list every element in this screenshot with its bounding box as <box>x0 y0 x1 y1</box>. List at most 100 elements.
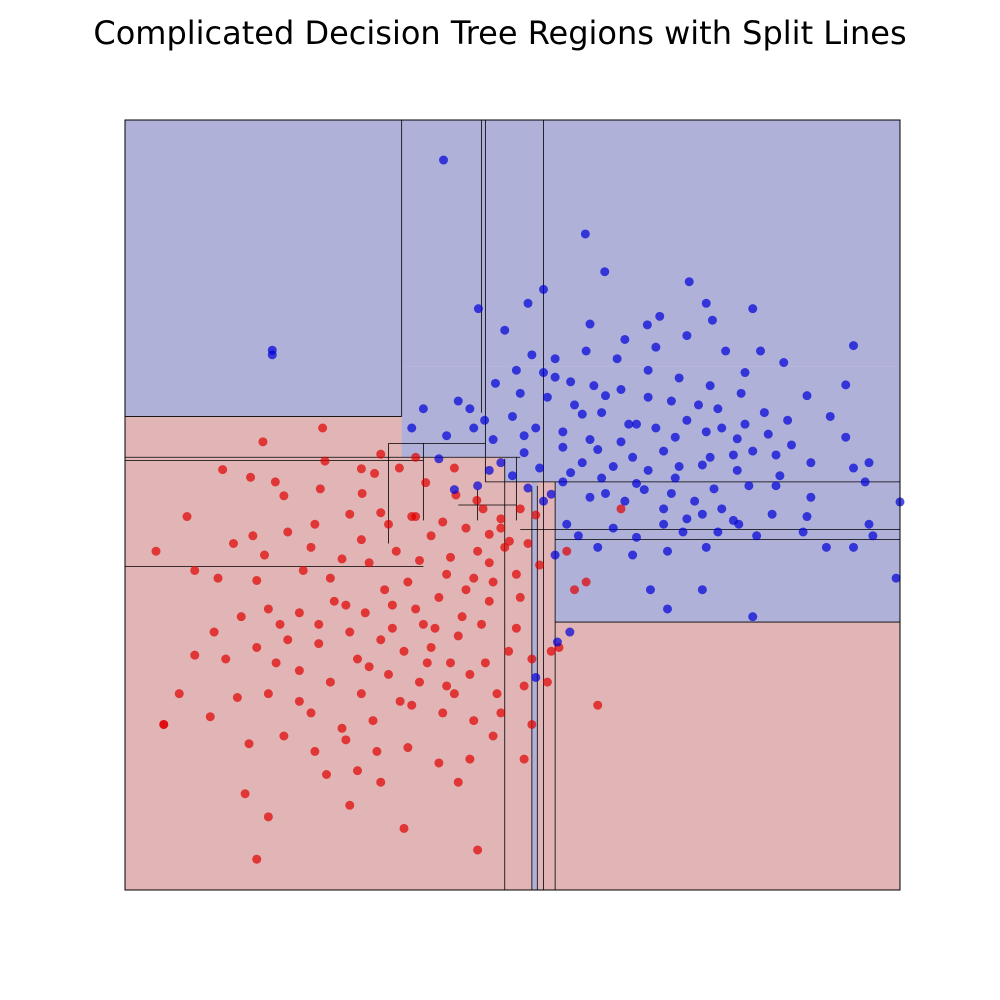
point-class-1-28 <box>558 442 568 452</box>
point-class-1-0 <box>439 155 449 165</box>
point-class-0-42 <box>535 560 545 570</box>
point-class-1-79 <box>860 477 870 487</box>
point-class-1-152 <box>868 531 878 541</box>
point-class-1-119 <box>717 423 727 433</box>
point-class-0-94 <box>240 789 250 799</box>
point-class-0-29 <box>151 546 161 556</box>
point-class-1-108 <box>674 462 684 471</box>
point-class-1-47 <box>802 512 812 522</box>
point-class-1-36 <box>670 473 680 483</box>
point-class-0-154 <box>271 658 281 668</box>
point-class-1-71 <box>779 358 789 368</box>
point-class-0-109 <box>376 449 386 459</box>
point-class-1-127 <box>639 485 649 495</box>
point-class-1-43 <box>659 504 669 514</box>
point-class-0-118 <box>515 592 525 602</box>
point-class-0-51 <box>294 608 304 618</box>
point-class-0-39 <box>473 546 483 556</box>
point-class-0-98 <box>252 854 262 864</box>
point-class-1-134 <box>620 334 630 344</box>
point-class-0-63 <box>426 642 436 652</box>
point-class-1-31 <box>473 481 483 491</box>
point-class-0-52 <box>263 604 273 614</box>
point-class-1-12 <box>601 391 610 401</box>
point-class-0-125 <box>542 677 552 687</box>
point-class-1-83 <box>527 350 537 360</box>
point-class-0-38 <box>446 552 455 562</box>
point-class-0-2 <box>246 472 256 482</box>
point-class-1-100 <box>713 404 723 414</box>
point-class-0-86 <box>372 746 382 756</box>
point-class-1-4 <box>523 298 533 308</box>
point-class-0-103 <box>438 708 448 718</box>
point-class-0-113 <box>306 542 316 552</box>
point-class-0-81 <box>205 712 215 722</box>
point-class-1-138 <box>453 396 463 406</box>
point-class-1-146 <box>632 532 641 542</box>
point-class-1-90 <box>736 388 746 398</box>
point-class-0-143 <box>275 619 285 629</box>
point-class-1-15 <box>701 427 711 437</box>
chart-title: Complicated Decision Tree Regions with S… <box>93 14 907 52</box>
point-class-0-6 <box>356 464 366 474</box>
point-class-0-61 <box>376 635 386 645</box>
point-class-1-116 <box>643 392 653 402</box>
point-class-1-33 <box>558 477 568 487</box>
point-class-0-69 <box>492 689 502 699</box>
point-class-1-37 <box>709 484 719 494</box>
point-class-0-82 <box>244 739 254 749</box>
point-class-1-121 <box>469 423 479 433</box>
point-class-0-24 <box>310 519 320 529</box>
point-class-0-40 <box>500 542 510 552</box>
point-class-1-23 <box>732 465 742 475</box>
point-class-0-77 <box>263 689 273 699</box>
point-class-0-138 <box>411 512 421 522</box>
point-class-0-46 <box>434 592 444 602</box>
point-class-1-55 <box>701 542 711 552</box>
point-class-0-54 <box>209 627 219 637</box>
point-class-0-25 <box>283 527 293 537</box>
point-class-0-96 <box>345 800 355 810</box>
point-class-0-3 <box>270 477 280 487</box>
point-class-1-113 <box>566 377 576 387</box>
point-class-0-73 <box>384 669 393 679</box>
point-class-0-26 <box>248 531 258 541</box>
point-class-1-118 <box>694 400 703 410</box>
point-class-1-56 <box>734 519 744 529</box>
point-class-1-25 <box>659 446 669 456</box>
point-class-1-3 <box>473 304 483 314</box>
point-class-1-106 <box>616 437 626 447</box>
point-class-1-29 <box>519 448 529 458</box>
point-class-1-89 <box>705 381 715 391</box>
point-class-1-70 <box>756 346 765 356</box>
point-class-0-12 <box>472 495 482 505</box>
point-class-0-106 <box>426 531 436 541</box>
point-class-0-144 <box>341 600 351 610</box>
point-class-1-82 <box>539 284 548 294</box>
point-class-1-153 <box>849 542 858 552</box>
point-class-1-21 <box>806 492 816 502</box>
point-class-1-74 <box>802 391 812 401</box>
point-class-1-150 <box>550 550 560 560</box>
point-class-0-153 <box>294 666 304 676</box>
point-class-1-151 <box>573 531 583 541</box>
point-class-1-35 <box>632 478 641 488</box>
point-class-0-107 <box>449 463 459 473</box>
point-class-0-18 <box>484 529 494 539</box>
point-class-1-86 <box>612 354 622 364</box>
region-class-1-6 <box>531 481 538 890</box>
point-class-0-131 <box>562 546 572 556</box>
point-class-0-44 <box>488 577 498 587</box>
point-class-0-151 <box>422 658 432 668</box>
point-class-1-117 <box>666 396 676 406</box>
point-class-1-98 <box>651 423 661 433</box>
point-class-0-128 <box>581 577 591 587</box>
point-class-0-92 <box>353 766 362 776</box>
point-class-1-80 <box>864 519 874 529</box>
point-class-0-135 <box>473 845 483 855</box>
point-class-0-34 <box>337 554 347 564</box>
point-class-1-30 <box>496 458 506 468</box>
point-class-0-58 <box>283 635 293 645</box>
point-class-0-62 <box>399 646 409 656</box>
point-class-0-41 <box>523 539 533 548</box>
